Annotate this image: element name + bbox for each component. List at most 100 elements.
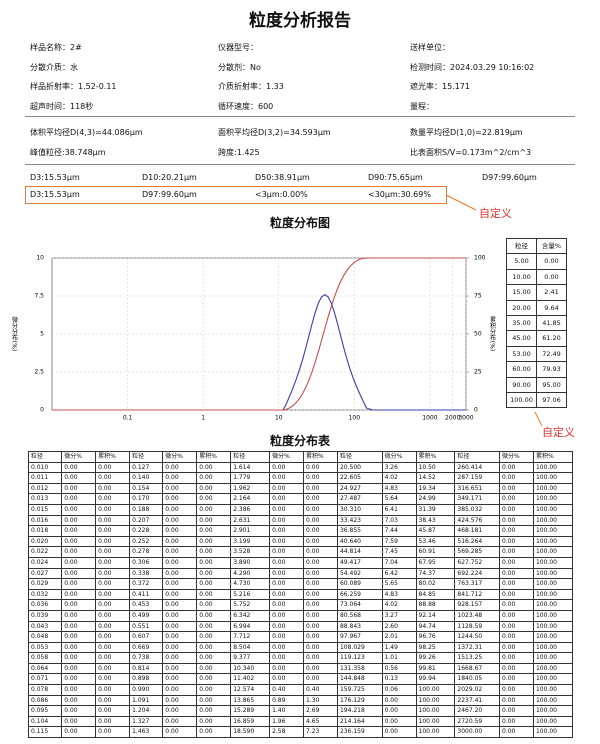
cell: 0.00 [162, 493, 198, 505]
report-title: 粒度分析报告 [249, 11, 351, 31]
cell: 1.779 [230, 472, 271, 484]
cell: 0.00 [536, 268, 567, 286]
cell: 3.890 [230, 556, 271, 569]
cell: 0.00 [499, 715, 534, 728]
cell: 0.00 [303, 631, 338, 643]
cell: 0.00 [381, 715, 417, 728]
row: 0.012 0.00 0.00 0.154 0.00 0.00 1.962 0.00 0.00 2… [27, 482, 574, 495]
cell: 27.487 [336, 493, 383, 505]
cell: 131.358 [336, 662, 383, 675]
cell: 0.00 [162, 705, 198, 717]
cell: 4.83 [381, 482, 417, 495]
cell: 0.00 [61, 694, 97, 707]
annotation: 自定义 [479, 207, 512, 220]
cell: 0.00 [61, 472, 97, 484]
cell: 1.96 [269, 715, 305, 728]
cell: 0.228 [129, 525, 164, 537]
cell: 100.00 [532, 652, 574, 664]
cell: 0.00 [95, 556, 131, 569]
cell: 97.967 [336, 631, 383, 643]
row: 0.011 0.00 0.00 0.140 0.00 0.00 1.779 0.00 0.00 2… [27, 472, 574, 484]
cell: 100.00 [532, 525, 574, 537]
cell: 0.990 [129, 684, 164, 696]
cell: 0.669 [129, 641, 164, 654]
cell: 2029.02 [454, 684, 501, 696]
cell: 0.00 [381, 694, 417, 707]
cell: 0.00 [162, 726, 198, 739]
cell: 15.289 [230, 705, 271, 717]
cell: 60.00 [506, 361, 537, 378]
cell: 0.00 [61, 556, 97, 569]
cell: 0.00 [499, 461, 534, 474]
cell: 0.00 [303, 493, 338, 505]
cell: 287.159 [454, 472, 501, 484]
cell: 6.994 [230, 620, 271, 633]
cell: 0.00 [269, 482, 305, 495]
cell: 1.327 [129, 715, 164, 728]
cell: 88.88 [415, 599, 456, 611]
cell: 0.127 [129, 461, 164, 474]
header-cell: 累积% [532, 451, 574, 463]
cell: 3.528 [230, 546, 271, 558]
row: 0.064 0.00 0.00 0.814 0.00 0.00 10.340 0.00 0.00… [27, 662, 574, 675]
cell: 0.00 [162, 609, 198, 622]
cell: 119.123 [336, 652, 383, 664]
cell: 100.00 [532, 620, 574, 633]
row: 0.027 0.00 0.00 0.338 0.00 0.00 4.290 0.00 0.00 5… [27, 567, 574, 580]
row: 0.115 0.00 0.00 1.463 0.00 0.00 18.590 2.58 7.23… [27, 726, 574, 739]
cell: 2.41 [536, 284, 567, 301]
cell: 0.00 [499, 652, 534, 664]
cell: 385.032 [454, 503, 501, 516]
cell: 0.00 [95, 535, 131, 548]
cell: 0.00 [61, 631, 97, 643]
cell: 31.39 [415, 503, 456, 516]
cell: 1840.05 [454, 673, 501, 686]
custom-diameter: D97:99.60μm [142, 190, 197, 199]
cell: 0.00 [269, 535, 305, 548]
cell: 0.00 [61, 461, 97, 474]
cell: 0.00 [95, 705, 131, 717]
cell: 841.712 [454, 588, 501, 601]
cell: 100.00 [415, 726, 456, 739]
cell: 0.00 [196, 705, 232, 717]
info-field: 分散介质：水 [30, 62, 78, 72]
cell: 0.306 [129, 556, 164, 569]
cell: 100.00 [532, 599, 574, 611]
cell: 100.00 [415, 715, 456, 728]
cell: 0.027 [27, 567, 63, 580]
metric-field: 体积平均径D(4,3)=44.086μm [30, 128, 143, 137]
cell: 0.00 [499, 578, 534, 590]
cell: 0.411 [129, 588, 164, 601]
cell: 0.00 [162, 599, 198, 611]
cell: 7.44 [381, 525, 417, 537]
cell: 0.00 [499, 503, 534, 516]
row: 0.053 0.00 0.00 0.669 0.00 0.00 8.504 0.00 0.00 1… [27, 641, 574, 654]
row: 53.00 72.49 [506, 345, 567, 363]
cell: 0.013 [27, 493, 63, 505]
cell: 0.00 [269, 578, 305, 590]
row: 90.00 95.00 [506, 376, 567, 394]
cell: 0.00 [303, 525, 338, 537]
cell: 100.00 [532, 726, 574, 739]
cell: 0.00 [196, 588, 232, 601]
cell: 84.85 [415, 588, 456, 601]
cell: 24.927 [336, 482, 383, 495]
cell: 95.00 [536, 376, 567, 394]
y2-tick-label: 0 [474, 407, 478, 414]
cell: 0.00 [162, 673, 198, 686]
cell: 176.129 [336, 694, 383, 707]
cell: 2.631 [230, 514, 271, 527]
diameter: D97:99.60μm [482, 173, 537, 182]
cell: 0.00 [499, 472, 534, 484]
cell: 0.00 [196, 567, 232, 580]
cell: 100.00 [532, 662, 574, 675]
cell: 2.164 [230, 493, 271, 505]
cell: 0.015 [27, 503, 63, 516]
cell: 2.69 [303, 705, 338, 717]
cell: 2.386 [230, 503, 271, 516]
cell: 100.00 [415, 684, 456, 696]
cell: 0.00 [499, 694, 534, 707]
cell: 4.02 [381, 599, 417, 611]
header-cell: 累积% [415, 451, 456, 463]
